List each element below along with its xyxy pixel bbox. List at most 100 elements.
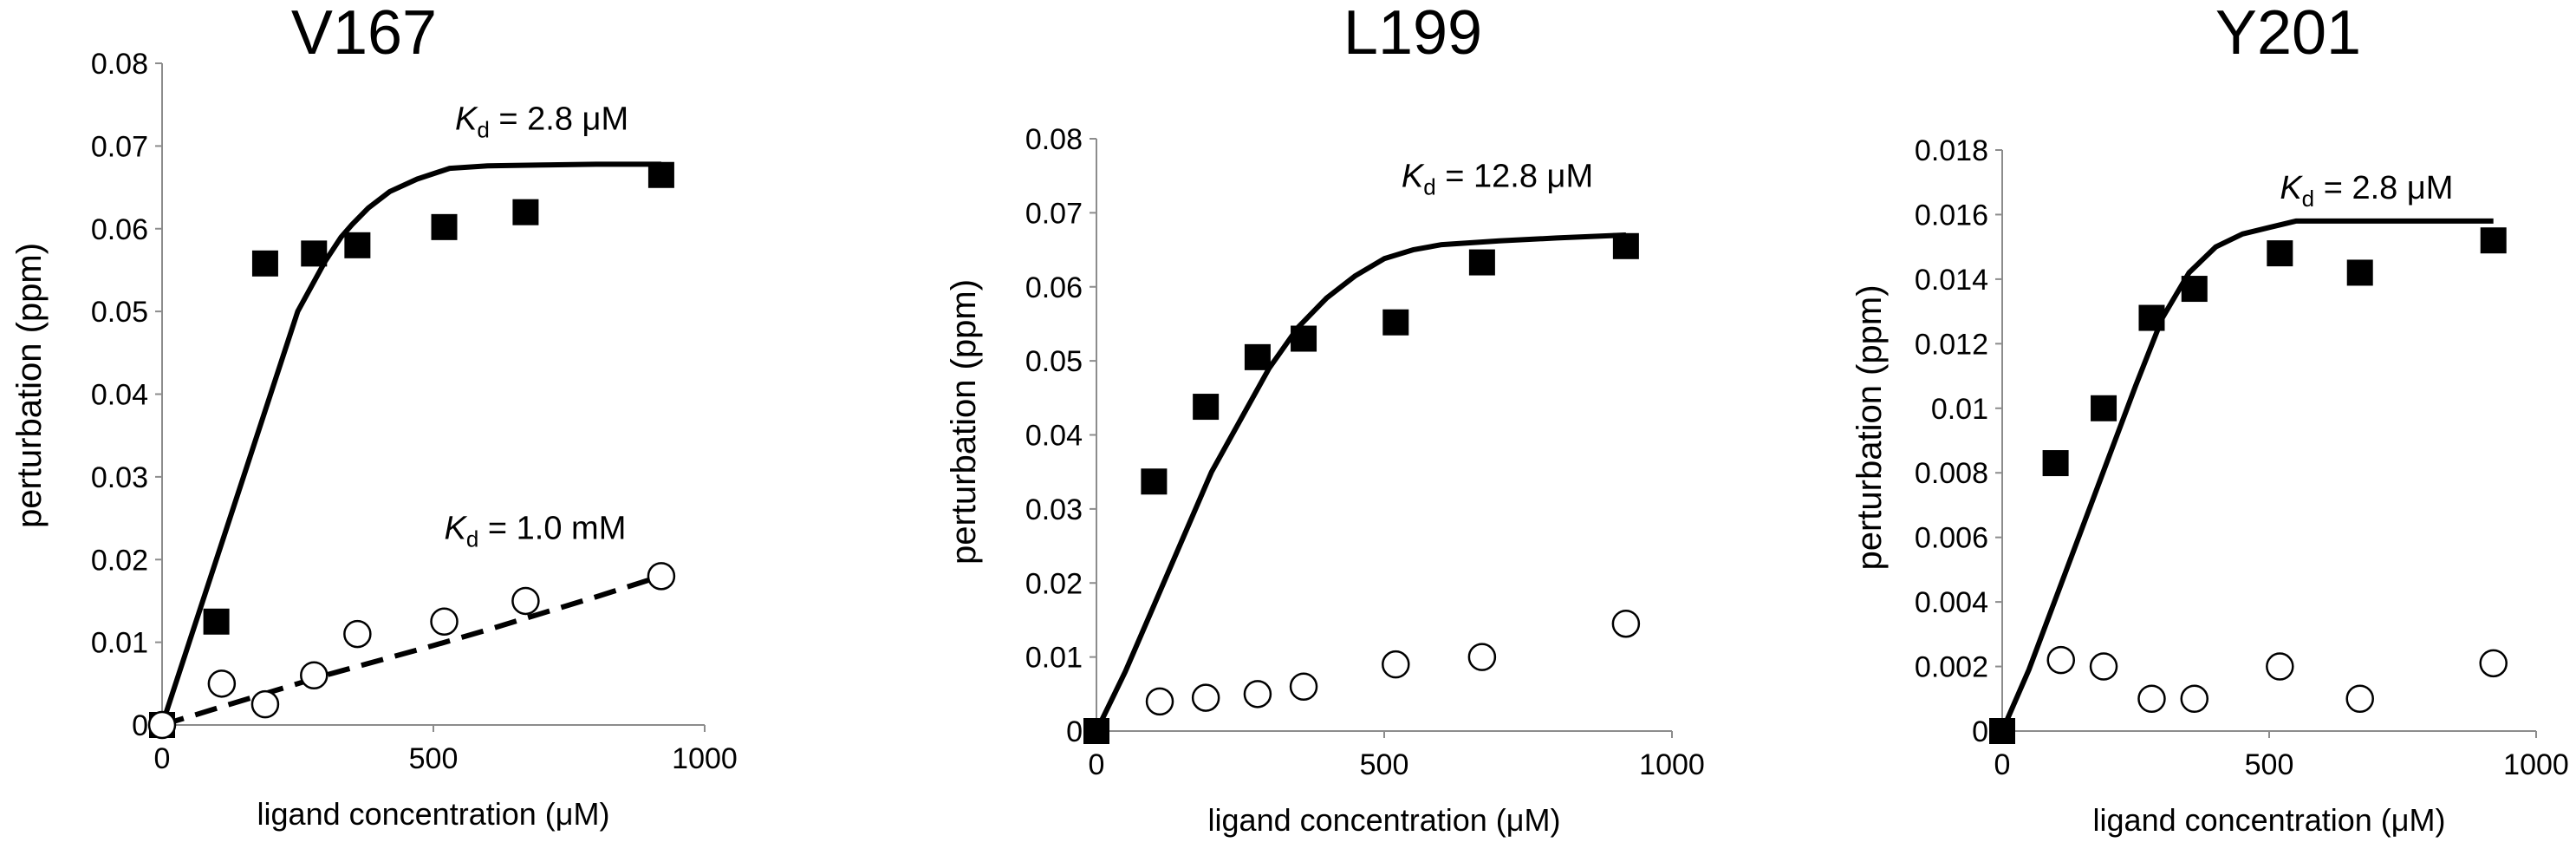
data-point-circle <box>207 669 237 698</box>
chart-title: V167 <box>291 0 437 68</box>
data-point-circle <box>300 661 329 690</box>
data-point-square <box>431 213 458 240</box>
y-tick-label: 0.018 <box>1915 134 1988 167</box>
y-tick-label: 0.03 <box>91 461 148 494</box>
y-tick-label: 0.01 <box>1025 642 1083 675</box>
data-point-circle <box>1243 680 1272 709</box>
kd-annotation: Kd = 12.8 μM <box>1402 158 1593 199</box>
data-point-square <box>2138 304 2165 331</box>
data-point-circle <box>2089 652 2118 681</box>
data-point-square <box>1291 325 1317 352</box>
x-tick-label: 1000 <box>1639 748 1705 781</box>
y-axis-label: perturbation (ppm) <box>10 243 49 528</box>
data-point-square <box>1083 718 1109 744</box>
data-point-circle <box>250 689 280 719</box>
data-point-circle <box>2180 684 2209 714</box>
y-tick-label: 0.012 <box>1915 328 1988 361</box>
data-point-circle <box>1382 650 1410 679</box>
x-tick-label: 500 <box>409 742 459 775</box>
fit-curve-solid <box>159 161 661 726</box>
y-tick-label: 0.02 <box>91 544 148 577</box>
data-point-circle <box>430 607 459 637</box>
chart-panel-y201: Y201 0 0.002 0.004 0.006 0.008 0.01 0.012 0.014 0… <box>1851 0 2569 838</box>
data-point-circle <box>343 619 372 649</box>
y-tick-label: 0.04 <box>1025 420 1083 453</box>
data-point-circle <box>1145 687 1174 716</box>
data-point-square <box>203 608 230 635</box>
y-tick-label: 0.07 <box>1025 197 1083 230</box>
y-tick-label: 0.02 <box>1025 567 1083 600</box>
data-point-square <box>1989 718 2015 744</box>
data-point-square <box>1244 343 1271 370</box>
chart-title: Y201 <box>2215 0 2361 68</box>
y-tick-label: 0.08 <box>1025 123 1083 156</box>
chart-panel-v167: V167 0 0.01 0.02 0.03 0.04 0.05 0.06 0.07 0.08 0 50… <box>10 0 738 832</box>
data-point-square <box>1141 468 1168 495</box>
y-tick-label: 0.014 <box>1915 264 1988 297</box>
data-point-circle <box>647 562 676 591</box>
data-point-circle <box>1289 672 1318 702</box>
data-point-square <box>2267 240 2293 267</box>
chart-panel-l199: L199 0 0.01 0.02 0.03 0.04 0.05 0.06 0.07 0.08 0 50… <box>945 0 1705 838</box>
data-point-square <box>647 161 674 188</box>
y-tick-label: 0.006 <box>1915 522 1988 555</box>
x-tick-label: 500 <box>1360 748 1409 781</box>
y-tick-label: 0 <box>1066 715 1083 748</box>
data-point-circle <box>2345 684 2374 714</box>
data-point-square <box>1468 249 1495 276</box>
fit-curve-solid <box>2000 218 2494 733</box>
y-tick-label: 0.008 <box>1915 457 1988 490</box>
y-axis-label: perturbation (ppm) <box>1851 284 1889 570</box>
data-point-square <box>512 199 539 225</box>
y-tick-label: 0.03 <box>1025 493 1083 526</box>
x-tick-label: 0 <box>1089 748 1105 781</box>
data-point-circle <box>1611 609 1641 638</box>
x-tick-label: 500 <box>2245 748 2294 781</box>
y-tick-label: 0 <box>132 709 148 742</box>
x-tick-label: 1000 <box>2503 748 2569 781</box>
x-axis-label: ligand concentration (μM) <box>1208 802 1561 838</box>
y-tick-label: 0.016 <box>1915 199 1988 232</box>
data-point-square <box>1193 394 1220 421</box>
y-tick-label: 0.01 <box>1931 393 1988 426</box>
data-point-square <box>1382 309 1409 336</box>
data-point-square <box>2346 259 2373 286</box>
data-point-circle <box>2046 645 2076 675</box>
data-point-square <box>2091 395 2117 421</box>
y-tick-label: 0.004 <box>1915 586 1988 619</box>
x-axis-label: ligand concentration (μM) <box>2093 802 2446 838</box>
y-tick-label: 0.01 <box>91 627 148 660</box>
y-tick-label: 0.08 <box>91 48 148 81</box>
fit-curve-dashed <box>161 573 662 728</box>
data-point-square <box>2181 276 2208 303</box>
y-tick-label: 0.05 <box>1025 345 1083 378</box>
data-point-circle <box>1191 683 1220 712</box>
y-tick-label: 0.05 <box>91 296 148 329</box>
x-tick-label: 0 <box>1994 748 2011 781</box>
y-tick-label: 0 <box>1972 715 1988 748</box>
kd-annotation: Kd = 1.0 mM <box>445 510 627 552</box>
y-tick-label: 0.04 <box>91 379 148 412</box>
kd-annotation: Kd = 2.8 μM <box>455 101 628 142</box>
data-point-square <box>2480 227 2507 254</box>
y-tick-label: 0.06 <box>1025 271 1083 304</box>
y-tick-label: 0.07 <box>91 130 148 163</box>
data-point-square <box>344 232 371 258</box>
data-point-square <box>301 240 328 267</box>
data-point-square <box>1612 232 1639 259</box>
kd-annotation: Kd = 2.8 μM <box>2280 170 2453 212</box>
data-point-circle <box>1467 643 1497 671</box>
x-tick-label: 1000 <box>672 742 738 775</box>
x-tick-label: 0 <box>154 742 171 775</box>
data-point-circle <box>2137 684 2166 714</box>
data-point-circle <box>2479 649 2508 678</box>
chart-title: L199 <box>1343 0 1482 68</box>
data-point-circle <box>147 710 177 740</box>
data-point-square <box>2042 450 2069 477</box>
y-tick-label: 0.002 <box>1915 651 1988 684</box>
fit-curve-solid <box>1094 232 1627 733</box>
data-point-circle <box>511 586 540 616</box>
data-point-circle <box>2266 652 2294 681</box>
y-tick-label: 0.06 <box>91 213 148 246</box>
